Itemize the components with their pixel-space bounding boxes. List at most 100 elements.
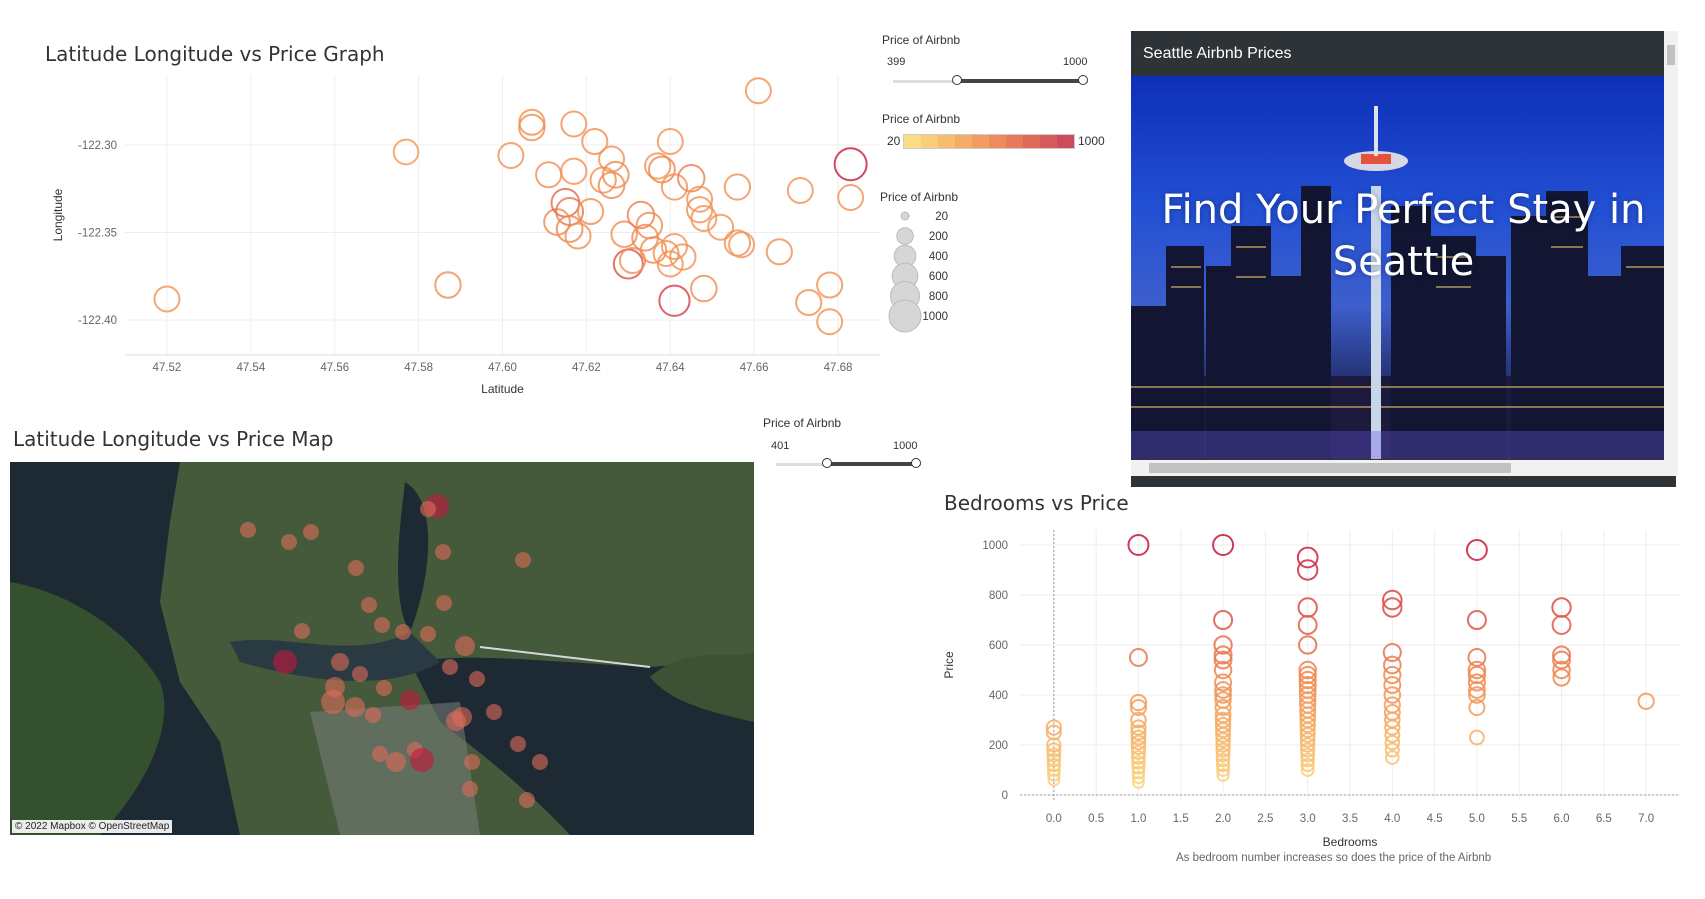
data-point	[816, 271, 844, 299]
legend-color-swatch	[1040, 135, 1057, 148]
web-page-headline: Find Your Perfect Stay in Seattle	[1161, 187, 1646, 285]
x-tick-label: 0.5	[1088, 813, 1104, 825]
data-point	[1468, 698, 1486, 717]
data-point	[795, 288, 823, 317]
data-point	[518, 113, 546, 142]
y-tick-label: 400	[989, 690, 1008, 702]
web-page-panel[interactable]: Seattle Airbnb Prices	[1131, 31, 1678, 487]
map-price-marker	[294, 623, 310, 639]
seattle-map[interactable]: © 2022 Mapbox © OpenStreetMap	[10, 462, 754, 835]
slider-low-handle[interactable]	[952, 75, 963, 85]
data-point	[392, 138, 420, 166]
slider-low-handle[interactable]	[821, 458, 832, 468]
bedrooms-chart-caption: As bedroom number increases so does the …	[1176, 852, 1492, 864]
map-price-markers	[240, 494, 548, 808]
data-point	[1215, 732, 1231, 748]
data-point	[626, 200, 656, 230]
data-point	[1637, 692, 1655, 710]
data-point	[1300, 737, 1316, 753]
x-tick-label: 1.0	[1130, 813, 1146, 825]
map-price-marker	[345, 697, 365, 717]
data-point	[1046, 752, 1062, 768]
data-point	[1129, 648, 1148, 667]
data-point	[1215, 737, 1231, 753]
size-legend-circle	[896, 227, 914, 245]
vertical-scrollbar[interactable]	[1664, 31, 1678, 476]
bedrooms-chart-title: Bedrooms vs Price	[944, 491, 1129, 515]
map-price-marker	[395, 624, 411, 640]
data-point	[677, 164, 706, 193]
horizontal-scrollbar[interactable]	[1131, 460, 1678, 476]
map-price-marker	[365, 707, 381, 723]
y-axis-title: Longitude	[51, 188, 65, 241]
data-point	[1466, 609, 1487, 631]
map-price-marker	[361, 597, 377, 613]
data-point	[644, 152, 672, 180]
data-point	[1130, 724, 1147, 741]
data-point	[723, 173, 752, 201]
data-point	[560, 157, 588, 185]
data-point	[1046, 763, 1061, 777]
map-price-marker	[386, 752, 406, 772]
data-point	[1216, 768, 1230, 782]
slider-high-handle[interactable]	[911, 458, 921, 468]
map-price-range-slider[interactable]	[776, 458, 921, 470]
map-price-marker	[442, 659, 458, 675]
map-attribution: © 2022 Mapbox © OpenStreetMap	[12, 820, 173, 833]
seattle-skyline-image: Find Your Perfect Stay in Seattle	[1131, 76, 1676, 459]
data-point	[1129, 698, 1148, 717]
data-point	[816, 308, 844, 336]
horizontal-scroll-thumb[interactable]	[1149, 463, 1511, 473]
legend-color-swatch	[938, 135, 955, 148]
map-price-marker	[374, 617, 390, 633]
data-point	[1215, 752, 1231, 768]
map-price-marker	[455, 636, 475, 656]
data-point	[1468, 686, 1486, 704]
data-point	[1297, 615, 1318, 635]
y-tick-label: -122.40	[78, 315, 117, 327]
data-point	[1300, 763, 1315, 777]
data-point	[1384, 742, 1400, 758]
legend-color-swatch	[989, 135, 1006, 148]
data-point	[581, 127, 609, 156]
map-price-marker	[273, 650, 297, 674]
map-price-marker	[348, 560, 364, 576]
color-legend-min: 20	[887, 134, 901, 148]
x-tick-label: 47.54	[236, 362, 265, 374]
map-price-marker	[446, 711, 466, 731]
data-point	[1467, 673, 1486, 692]
x-tick-label: 4.0	[1384, 813, 1400, 825]
data-point	[656, 250, 684, 278]
data-point	[639, 236, 668, 264]
size-legend-label: 800	[929, 291, 948, 303]
x-tick-label: 5.0	[1469, 813, 1485, 825]
map-price-marker	[321, 690, 345, 714]
data-point	[1215, 727, 1232, 743]
data-point	[610, 220, 638, 248]
data-point	[1214, 673, 1233, 692]
x-tick-label: 47.60	[488, 362, 517, 374]
vertical-scroll-thumb[interactable]	[1667, 45, 1675, 65]
slider-high-handle[interactable]	[1078, 75, 1088, 85]
data-point	[1299, 721, 1316, 739]
map-price-marker	[376, 680, 392, 696]
data-point	[1131, 765, 1146, 780]
data-point	[728, 231, 756, 259]
x-tick-label: 47.56	[320, 362, 349, 374]
data-point	[1130, 719, 1147, 736]
y-tick-label: 0	[1002, 790, 1008, 802]
data-point	[660, 173, 689, 201]
data-point	[1384, 727, 1401, 743]
slider-fill	[826, 462, 916, 466]
data-point	[1130, 729, 1147, 746]
data-point	[1215, 747, 1231, 763]
map-price-marker	[436, 595, 452, 611]
data-point	[1552, 660, 1571, 680]
data-point	[1300, 757, 1315, 773]
y-tick-label: 600	[989, 640, 1008, 652]
x-tick-label: 3.5	[1342, 813, 1358, 825]
data-point	[1130, 711, 1147, 729]
price-range-slider[interactable]	[893, 75, 1088, 87]
data-point	[1383, 676, 1402, 694]
data-point	[1467, 665, 1487, 685]
